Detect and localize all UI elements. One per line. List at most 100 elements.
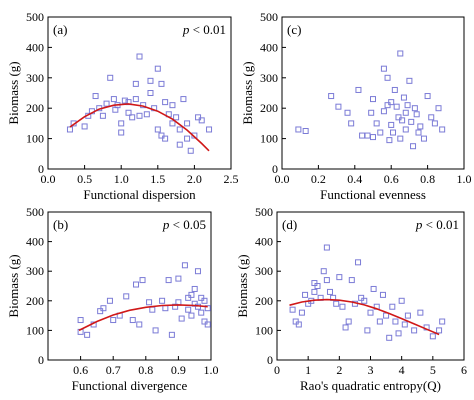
y-tick-label: 0 — [272, 162, 278, 176]
y-tick-label: 200 — [255, 294, 273, 308]
scatter-point — [289, 306, 296, 313]
scatter-point — [370, 134, 376, 141]
scatter-point — [176, 141, 183, 148]
scatter-point — [132, 80, 139, 87]
x-tick-label: 0.9 — [171, 363, 186, 377]
scatter-point — [342, 324, 349, 331]
scatter-point — [408, 118, 415, 125]
scatter-point — [397, 135, 404, 142]
x-tick-label: 0 — [274, 363, 280, 377]
scatter-point — [390, 129, 397, 136]
x-tick-label: 0.4 — [347, 172, 362, 186]
x-tick-label: 1.0 — [114, 172, 129, 186]
x-tick-label: 0.6 — [73, 363, 88, 377]
scatter-point — [154, 126, 161, 133]
scatter-point — [139, 277, 146, 284]
y-tick-label: 100 — [260, 132, 278, 146]
y-tick-label: 300 — [26, 264, 44, 278]
scatter-point — [136, 112, 143, 119]
x-tick-label: 0.5 — [77, 172, 92, 186]
x-axis-title: Rao's quadratic entropy(Q) — [300, 378, 441, 393]
scatter-point — [335, 103, 342, 110]
scatter-point — [118, 120, 125, 127]
scatter-point — [380, 108, 387, 115]
scatter-point — [110, 317, 117, 324]
scatter-point — [383, 312, 390, 319]
y-tick-label: 0 — [38, 353, 44, 367]
y-tick-label: 500 — [255, 205, 273, 219]
scatter-point — [377, 129, 384, 136]
scatter-point — [417, 123, 424, 130]
plot-frame — [47, 211, 212, 361]
x-tick-label: 5 — [430, 363, 436, 377]
chart-panel: 0 1 2 3 4 5 6 0 100 200 300 400 500 Rao's quadratic e… — [235, 205, 467, 393]
y-tick-label: 500 — [26, 10, 44, 24]
plot-frame — [281, 16, 465, 170]
scatter-point — [201, 297, 208, 304]
scatter-point — [359, 132, 366, 139]
x-axis-title: Functional evenness — [320, 187, 426, 202]
scatter-point — [380, 65, 387, 72]
x-tick-label: 0.8 — [420, 172, 435, 186]
scatter-point — [184, 120, 191, 127]
scatter-point — [204, 321, 211, 328]
scatter-point — [314, 283, 321, 289]
scatter-point — [136, 53, 143, 60]
scatter-point — [143, 111, 150, 118]
scatter-point — [439, 126, 446, 133]
scatter-point — [191, 285, 198, 292]
scatter-point — [389, 303, 396, 310]
scatter-point — [348, 120, 355, 127]
x-tick-label: 6 — [461, 363, 467, 377]
x-tick-label: 1.5 — [150, 172, 165, 186]
scatter-point — [402, 109, 409, 116]
y-tick-label: 300 — [26, 71, 44, 85]
scatter-point — [367, 309, 374, 316]
scatter-point — [84, 331, 91, 338]
scatter-point — [373, 120, 380, 127]
scatter-point — [424, 93, 431, 100]
scatter-point — [173, 114, 180, 121]
scatter-point — [320, 268, 327, 275]
scatter-point — [92, 93, 99, 100]
scatter-point — [339, 303, 346, 310]
y-tick-label: 100 — [26, 323, 44, 337]
scatter-point — [77, 317, 84, 324]
scatter-point — [132, 96, 139, 103]
scatter-point — [118, 129, 125, 136]
scatter-point — [439, 318, 446, 325]
scatter-point — [364, 327, 371, 334]
scatter-point — [355, 259, 362, 266]
scatter-point — [133, 281, 140, 288]
y-tick-label: 200 — [26, 294, 44, 308]
scatter-point — [107, 74, 114, 81]
y-axis-title: Biomass (g) — [235, 254, 250, 317]
scatter-point — [435, 105, 442, 112]
y-tick-label: 200 — [26, 101, 44, 115]
scatter-point — [411, 105, 418, 112]
x-tick-label: 4 — [399, 363, 405, 377]
scatter-point — [168, 331, 175, 338]
p-symbol: p — [162, 217, 170, 232]
scatter-point — [311, 288, 318, 295]
scatter-point — [181, 262, 188, 269]
scatter-point — [413, 111, 420, 118]
x-axis-title: Functional divergence — [72, 378, 188, 393]
scatter-point — [420, 135, 427, 142]
scatter-point — [386, 334, 393, 341]
y-tick-label: 100 — [26, 132, 44, 146]
scatter-point — [175, 275, 182, 282]
chart-panel: 0.0 0.5 1.0 1.5 2.0 2.5 0 100 200 300 400 500 Functi… — [6, 10, 239, 202]
scatter-point — [323, 277, 330, 284]
scatter-point — [180, 96, 187, 103]
scatter-point — [344, 109, 351, 116]
scatter-point — [146, 299, 153, 306]
scatter-point — [159, 297, 166, 304]
y-tick-label: 500 — [26, 205, 44, 219]
scatter-point — [302, 128, 309, 134]
scatter-point — [370, 285, 377, 292]
scatter-point — [361, 297, 368, 304]
scatter-point — [345, 318, 352, 325]
scatter-point — [379, 291, 386, 298]
p-threshold: < 0.01 — [422, 217, 459, 232]
